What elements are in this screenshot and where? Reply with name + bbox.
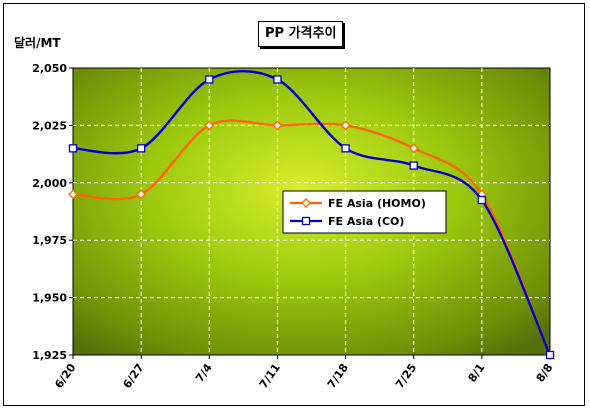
data-point	[68, 189, 78, 200]
data-point	[545, 350, 555, 360]
y-axis-unit-label: 달러/MT	[14, 36, 61, 50]
data-point	[204, 120, 215, 131]
data-point	[272, 120, 283, 131]
x-axis: 6/20 6/27 7/4 7/11 7/18 7/25 8/1 8/8	[52, 355, 555, 391]
chart-title: PP 가격추이	[258, 21, 344, 47]
data-point	[136, 144, 146, 153]
data-point	[273, 75, 282, 84]
data-point	[408, 143, 419, 154]
x-tick-label: 8/8	[534, 361, 556, 384]
legend-marker	[301, 198, 311, 208]
x-tick-label: 6/20	[52, 361, 78, 391]
data-point	[477, 195, 487, 205]
y-axis: 1,925 1,950 1,975 2,000 2,025 2,050	[32, 62, 73, 362]
series-co	[68, 70, 555, 360]
data-point	[136, 189, 147, 200]
data-point	[205, 75, 214, 84]
legend: FE Asia (HOMO) FE Asia (CO)	[282, 190, 447, 234]
x-tick-label: 6/27	[120, 361, 146, 391]
data-point	[341, 144, 350, 153]
y-tick-label: 1,975	[32, 234, 67, 247]
data-point	[68, 144, 78, 153]
data-point	[409, 161, 418, 170]
x-tick-label: 7/4	[193, 361, 215, 385]
legend-box	[282, 190, 447, 234]
y-tick-label: 2,050	[32, 62, 67, 75]
y-tick-label: 1,950	[32, 292, 67, 305]
legend-label: FE Asia (CO)	[328, 215, 404, 228]
y-tick-label: 2,025	[32, 119, 67, 132]
x-tick-label: 8/1	[466, 361, 488, 384]
y-tick-label: 1,925	[32, 349, 67, 362]
series-layer	[68, 70, 555, 360]
legend-marker	[301, 216, 311, 226]
x-tick-label: 7/25	[393, 361, 419, 391]
x-tick-label: 7/11	[257, 361, 283, 391]
legend-label: FE Asia (HOMO)	[328, 197, 426, 210]
x-tick-label: 7/18	[325, 361, 351, 391]
y-tick-label: 2,000	[32, 177, 67, 190]
data-point	[340, 120, 351, 131]
